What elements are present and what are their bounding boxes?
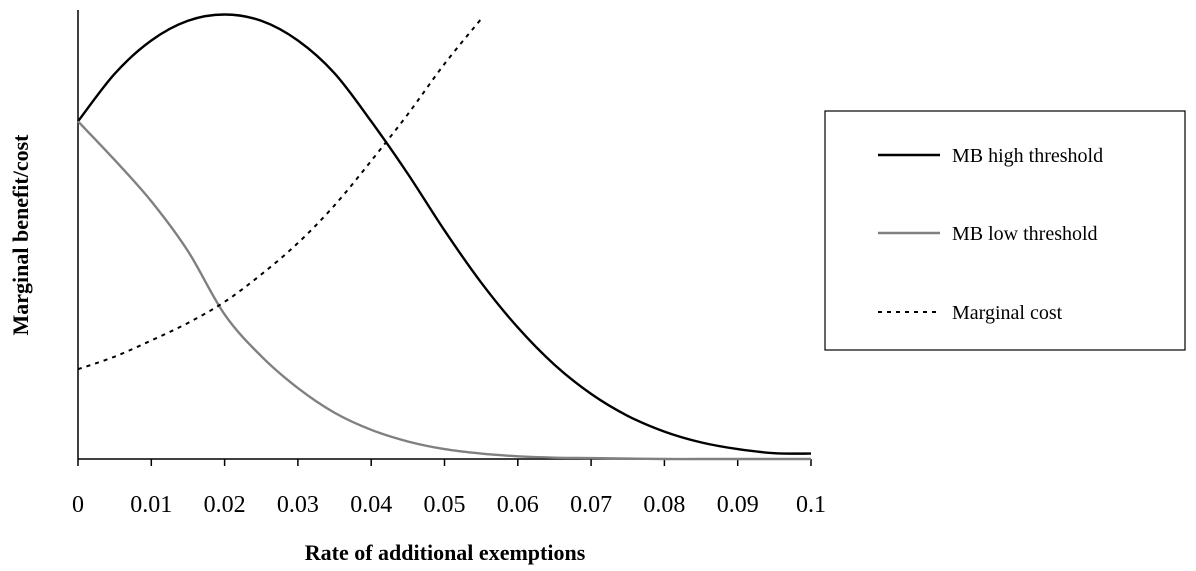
- legend: MB high threshold MB low threshold Margina…: [824, 110, 1186, 351]
- x-tick-label: 0.01: [130, 492, 172, 518]
- y-axis-title: Marginal benefit/cost: [8, 134, 33, 336]
- legend-label-mb-low-threshold: MB low threshold: [952, 223, 1098, 245]
- x-tick-label: 0.09: [717, 492, 759, 518]
- legend-label-marginal-cost: Marginal cost: [952, 302, 1063, 324]
- x-tick-label: 0.1: [796, 492, 826, 518]
- series-line-marginal-cost: [77, 18, 482, 371]
- x-axis-title: Rate of additional exemptions: [305, 540, 586, 565]
- x-tick-label: 0.02: [204, 492, 246, 518]
- series-layer: [77, 13, 812, 461]
- x-tick-label: 0: [72, 492, 84, 518]
- x-tick-label: 0.05: [424, 492, 466, 518]
- x-tick-label: 0.04: [350, 492, 392, 518]
- legend-label-mb-high-threshold: MB high threshold: [952, 145, 1103, 167]
- series-line-mb-high-threshold: [77, 13, 812, 455]
- x-tick-label: 0.06: [497, 492, 539, 518]
- legend-box: [824, 110, 1186, 351]
- x-tick-label: 0.03: [277, 492, 319, 518]
- x-tick-label: 0.07: [570, 492, 612, 518]
- legend-items: MB high threshold MB low threshold Margina…: [878, 145, 1103, 324]
- x-ticks: 0 0.01 0.02 0.03 0.04 0.05 0.06 0.07 0.08 0.09 0.1: [72, 459, 826, 518]
- plot-area: 0 0.01 0.02 0.03 0.04 0.05 0.06 0.07 0.08 0.09 0.1: [72, 10, 826, 518]
- x-tick-label: 0.08: [643, 492, 685, 518]
- series-line-mb-low-threshold: [77, 120, 811, 461]
